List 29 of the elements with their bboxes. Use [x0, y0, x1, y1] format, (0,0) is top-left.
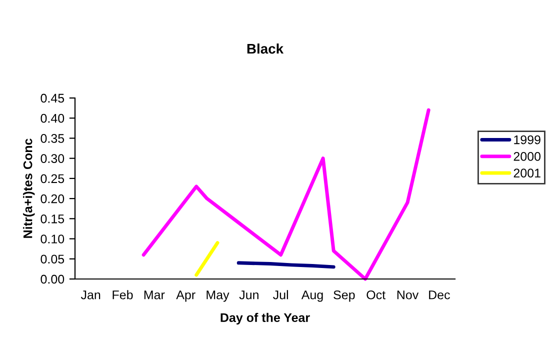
x-tick-label: Jul	[273, 290, 288, 300]
x-tick-label: Apr	[176, 290, 196, 302]
y-tick-label: 0.10	[40, 234, 64, 244]
y-tick-label: 0.40	[40, 114, 64, 123]
y-tick-label: 0.30	[40, 154, 64, 163]
x-tick-label: Aug	[301, 290, 323, 302]
y-tick-label: 0.25	[40, 174, 64, 184]
legend-label: 1999	[514, 135, 540, 144]
chart-title: Black	[247, 43, 284, 54]
line-series	[142, 108, 430, 281]
x-tick-label: Nov	[397, 290, 419, 300]
x-tick-label: Jun	[239, 290, 258, 300]
y-tick-label: 0.20	[40, 194, 64, 204]
x-tick-label: Feb	[112, 290, 133, 300]
y-tick-label: 0.00	[40, 274, 64, 284]
x-tick-label: Sep	[334, 290, 355, 302]
x-tick-label: Jan	[80, 290, 100, 300]
x-axis-title: Day of the Year	[220, 312, 310, 325]
y-tick-label: 0.05	[40, 254, 64, 264]
y-tick-label: 0.15	[40, 214, 64, 224]
y-tick-label: 0.45	[40, 94, 64, 103]
x-tick-label: May	[206, 290, 230, 302]
y-axis-title: Nitr(a+i)tes Conc	[23, 138, 35, 238]
x-tick-label: Mar	[144, 290, 165, 300]
legend-label: 2001	[514, 168, 540, 178]
legend-label: 2000	[514, 152, 541, 161]
y-tick-label: 0.35	[40, 134, 64, 143]
x-tick-label: Oct	[366, 290, 386, 300]
x-tick-label: Dec	[429, 290, 450, 300]
